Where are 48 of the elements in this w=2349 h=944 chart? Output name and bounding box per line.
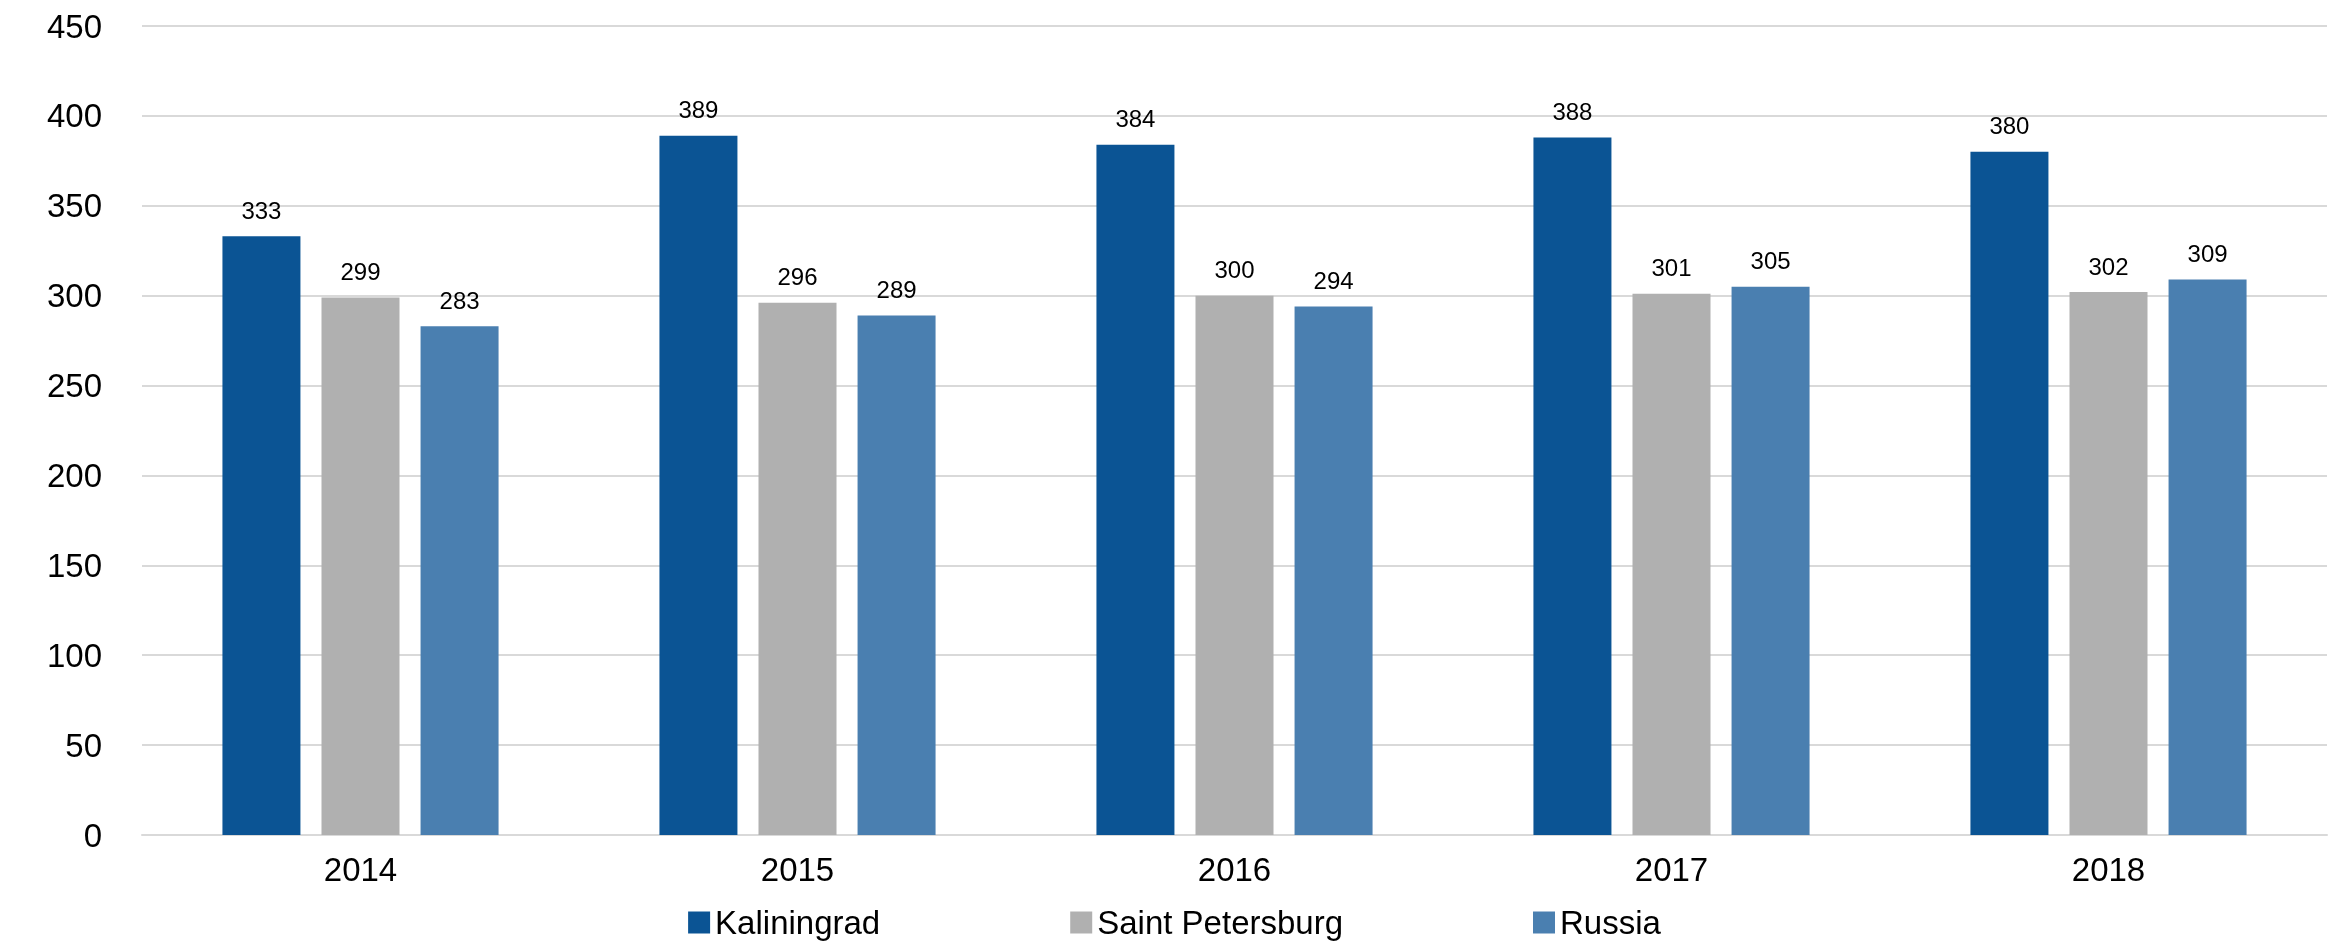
y-tick-label: 450 <box>46 7 102 45</box>
bar <box>2069 292 2148 835</box>
data-label: 389 <box>678 96 719 124</box>
data-label: 380 <box>1989 112 2030 140</box>
bar <box>2168 279 2247 835</box>
data-label: 299 <box>340 257 381 285</box>
y-tick-label: 0 <box>83 816 102 854</box>
y-tick-label: 150 <box>46 546 102 584</box>
bar <box>420 326 499 835</box>
data-label: 305 <box>1750 247 1791 275</box>
bar <box>758 302 837 835</box>
y-tick-label: 50 <box>65 726 102 764</box>
y-tick-label: 200 <box>46 456 102 494</box>
bar <box>1533 137 1612 835</box>
x-tick-label: 2018 <box>2071 851 2146 888</box>
legend-label: Saint Petersburg <box>1097 904 1344 941</box>
bar <box>1970 151 2049 835</box>
bar <box>1096 144 1175 835</box>
bar <box>1632 293 1711 835</box>
y-tick-label: 250 <box>46 367 102 405</box>
data-label: 333 <box>241 196 282 224</box>
y-tick-label: 300 <box>46 277 102 315</box>
data-label: 302 <box>2088 252 2129 280</box>
bar <box>321 297 400 835</box>
x-tick-label: 2015 <box>760 851 835 888</box>
data-label: 301 <box>1651 254 1692 282</box>
x-tick-label: 2014 <box>323 851 398 888</box>
bar <box>1731 286 1810 835</box>
data-label: 296 <box>777 263 818 291</box>
data-label: 300 <box>1214 256 1255 284</box>
data-label: 388 <box>1552 97 1593 125</box>
data-label: 283 <box>439 286 480 314</box>
bar <box>222 236 301 835</box>
x-tick-label: 2017 <box>1634 851 1709 888</box>
data-label: 384 <box>1115 105 1156 133</box>
legend-label: Kaliningrad <box>715 904 881 941</box>
x-tick-label: 2016 <box>1197 851 1272 888</box>
y-tick-label: 100 <box>46 636 102 674</box>
data-label: 294 <box>1313 266 1354 294</box>
bar <box>659 135 738 835</box>
data-label: 289 <box>876 275 917 303</box>
bar <box>1195 295 1274 835</box>
y-tick-label: 350 <box>46 187 102 225</box>
y-tick-label: 400 <box>46 97 102 135</box>
bar <box>1294 306 1373 835</box>
legend-label: Russia <box>1560 904 1662 941</box>
bar <box>857 315 936 835</box>
data-label: 309 <box>2187 239 2228 267</box>
